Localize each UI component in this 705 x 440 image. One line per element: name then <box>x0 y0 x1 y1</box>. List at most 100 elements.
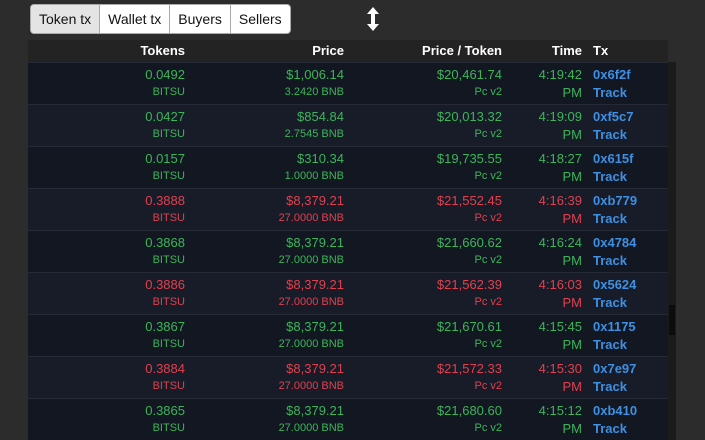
dex-name: Pc v2 <box>474 128 502 140</box>
transaction-row: 0.0492 BITSU $1,006.14 3.2420 BNB $20,461.74… <box>28 62 668 105</box>
track-link[interactable]: Track <box>593 295 627 310</box>
track-link[interactable]: Track <box>593 211 627 226</box>
transaction-row: 0.3888 BITSU $8,379.21 27.0000 BNB $21,552.4… <box>28 188 668 231</box>
resize-icon[interactable] <box>364 6 382 32</box>
time-period: PM <box>562 169 583 184</box>
table-header: Tokens Price Price / Token Time Tx <box>28 40 668 62</box>
price-per-token: $21,670.61 <box>436 319 502 334</box>
time: 4:16:39 <box>538 193 582 208</box>
token-amount: 0.0427 <box>145 109 185 124</box>
time-period: PM <box>562 421 583 436</box>
time: 4:15:45 <box>538 319 582 334</box>
tx-hash[interactable]: 0x5624 <box>593 277 637 292</box>
time-period: PM <box>562 295 583 310</box>
price-per-token: $21,562.39 <box>436 277 502 292</box>
price-bnb: 27.0000 BNB <box>278 380 344 392</box>
token-symbol: BITSU <box>152 170 185 182</box>
price-bnb: 1.0000 BNB <box>284 170 344 182</box>
tx-hash[interactable]: 0x615f <box>593 151 634 166</box>
price-usd: $1,006.14 <box>286 67 344 82</box>
column-header: Tx <box>593 43 609 58</box>
tx-hash[interactable]: 0x1175 <box>593 319 636 334</box>
price-bnb: 2.7545 BNB <box>284 128 344 140</box>
price-usd: $8,379.21 <box>286 235 344 250</box>
token-symbol: BITSU <box>152 338 185 350</box>
column-header: Price / Token <box>422 43 502 58</box>
price-per-token: $20,013.32 <box>436 109 502 124</box>
track-link[interactable]: Track <box>593 421 627 436</box>
tx-hash[interactable]: 0xb410 <box>593 403 638 418</box>
track-link[interactable]: Track <box>593 337 627 352</box>
time: 4:15:30 <box>538 361 582 376</box>
token-amount: 0.3865 <box>145 403 185 418</box>
dex-name: Pc v2 <box>474 422 502 434</box>
price-usd: $8,379.21 <box>286 319 344 334</box>
tab[interactable]: Wallet tx <box>100 5 171 33</box>
tx-hash[interactable]: 0xf5c7 <box>593 109 634 124</box>
token-symbol: BITSU <box>152 86 185 98</box>
price-per-token: $21,552.45 <box>436 193 502 208</box>
price-per-token: $21,572.33 <box>436 361 502 376</box>
time: 4:15:12 <box>538 403 582 418</box>
tx-hash[interactable]: 0xb779 <box>593 193 638 208</box>
tab[interactable]: Buyers <box>170 5 231 33</box>
tab[interactable]: Sellers <box>238 11 282 27</box>
token-amount: 0.0157 <box>145 151 185 166</box>
token-symbol: BITSU <box>152 380 185 392</box>
tx-hash[interactable]: 0x6f2f <box>593 67 631 82</box>
time: 4:19:09 <box>538 109 582 124</box>
token-symbol: BITSU <box>152 296 185 308</box>
transaction-row: 0.3867 BITSU $8,379.21 27.0000 BNB $21,670.6… <box>28 314 668 357</box>
time: 4:19:42 <box>538 67 582 82</box>
price-per-token: $21,680.60 <box>436 403 502 418</box>
transaction-row: 0.3886 BITSU $8,379.21 27.0000 BNB $21,562.3… <box>28 272 668 315</box>
column-header: Tokens <box>140 43 185 58</box>
token-amount: 0.3884 <box>145 361 185 376</box>
price-bnb: 27.0000 BNB <box>278 212 344 224</box>
scrollbar[interactable] <box>668 62 676 440</box>
token-symbol: BITSU <box>152 422 185 434</box>
transaction-row: 0.3865 BITSU $8,379.21 27.0000 BNB $21,680.6… <box>28 398 668 440</box>
token-amount: 0.3867 <box>145 319 185 334</box>
transaction-row: 0.0427 BITSU $854.84 2.7545 BNB $20,013.32 Pc… <box>28 104 668 147</box>
time-period: PM <box>562 379 583 394</box>
tx-hash[interactable]: 0x4784 <box>593 235 637 250</box>
price-bnb: 27.0000 BNB <box>278 254 344 266</box>
track-link[interactable]: Track <box>593 253 627 268</box>
time: 4:18:27 <box>538 151 582 166</box>
dex-name: Pc v2 <box>474 296 502 308</box>
price-bnb: 3.2420 BNB <box>284 86 344 98</box>
price-per-token: $20,461.74 <box>436 67 502 82</box>
transaction-row: 0.3884 BITSU $8,379.21 27.0000 BNB $21,572.3… <box>28 356 668 399</box>
scroll-thumb[interactable] <box>669 305 675 335</box>
time: 4:16:03 <box>538 277 582 292</box>
transactions-table: Tokens Price Price / Token Time Tx 0.0492 BIT… <box>28 40 668 440</box>
dex-name: Pc v2 <box>474 170 502 182</box>
track-link[interactable]: Track <box>593 169 627 184</box>
dex-name: Pc v2 <box>474 254 502 266</box>
track-link[interactable]: Track <box>593 127 627 142</box>
price-usd: $8,379.21 <box>286 361 344 376</box>
track-link[interactable]: Track <box>593 379 627 394</box>
token-amount: 0.3886 <box>145 277 185 292</box>
transaction-row: 0.0157 BITSU $310.34 1.0000 BNB $19,735.55 Pc… <box>28 146 668 189</box>
track-link[interactable]: Track <box>593 85 627 100</box>
tx-hash[interactable]: 0x7e97 <box>593 361 637 376</box>
column-header: Time <box>551 43 582 58</box>
price-bnb: 27.0000 BNB <box>278 296 344 308</box>
price-usd: $8,379.21 <box>286 277 344 292</box>
tab[interactable]: Token tx <box>31 5 101 33</box>
token-amount: 0.0492 <box>145 67 185 82</box>
time-period: PM <box>562 127 583 142</box>
price-bnb: 27.0000 BNB <box>278 338 344 350</box>
price-usd: $310.34 <box>297 151 344 166</box>
time-period: PM <box>562 253 583 268</box>
token-symbol: BITSU <box>152 212 185 224</box>
token-amount: 0.3888 <box>145 193 185 208</box>
dex-name: Pc v2 <box>474 380 502 392</box>
price-usd: $854.84 <box>297 109 344 124</box>
price-per-token: $21,660.62 <box>436 235 502 250</box>
token-symbol: BITSU <box>152 128 185 140</box>
dex-name: Pc v2 <box>474 338 502 350</box>
dex-name: Pc v2 <box>474 212 502 224</box>
